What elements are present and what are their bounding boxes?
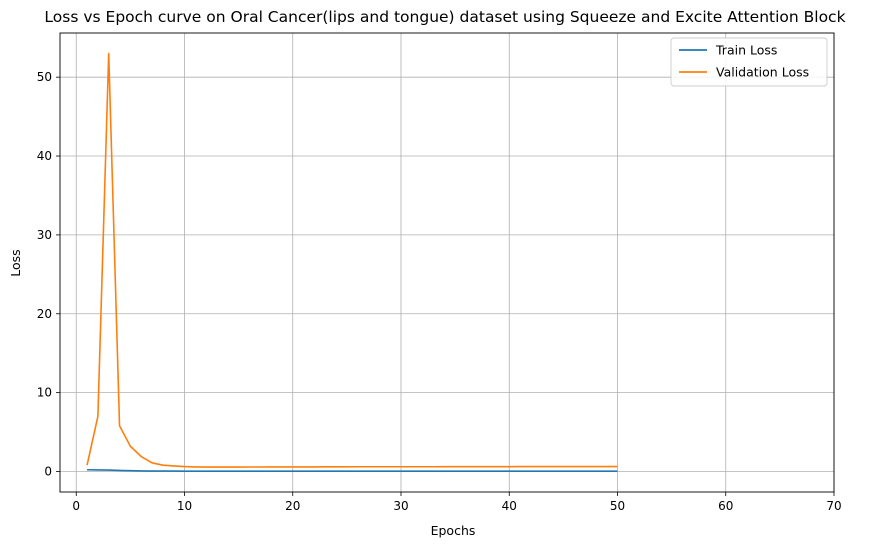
y-tick-label: 30 (37, 228, 52, 242)
y-tick-label: 50 (37, 70, 52, 84)
grid (60, 33, 835, 492)
chart-title: Loss vs Epoch curve on Oral Cancer(lips … (44, 8, 845, 26)
x-tick-label: 60 (718, 499, 733, 513)
x-tick-label: 30 (393, 499, 408, 513)
x-tick-label: 40 (502, 499, 517, 513)
y-axis-label: Loss (8, 249, 23, 276)
series-line-train-loss (87, 468, 618, 472)
series-lines (86, 52, 618, 472)
axis-ticks: 0 10 20 30 40 50 60 70 0 10 20 30 40 50 (37, 70, 842, 513)
y-tick-label: 20 (37, 307, 52, 321)
y-tick-label: 0 (44, 464, 52, 478)
x-tick-label: 10 (177, 499, 192, 513)
series-line-validation-loss (86, 52, 618, 468)
y-tick-label: 10 (37, 386, 52, 400)
plot-frame (59, 32, 835, 493)
x-axis-label: Epochs (431, 523, 476, 538)
legend-box (670, 37, 828, 87)
legend-label: Validation Loss (716, 65, 809, 80)
x-tick-label: 20 (285, 499, 300, 513)
y-tick-label: 40 (37, 149, 52, 163)
x-tick-label: 0 (72, 499, 80, 513)
legend-label: Train Loss (715, 43, 777, 58)
legend: Train Loss Validation Loss (670, 37, 828, 87)
x-tick-label: 70 (826, 499, 841, 513)
x-tick-label: 50 (610, 499, 625, 513)
